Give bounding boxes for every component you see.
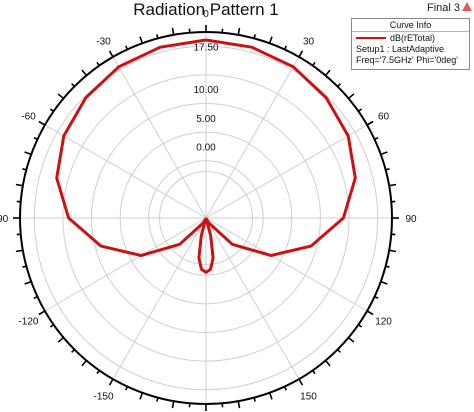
- angle-tick-mark: [374, 295, 379, 300]
- corner-label: Final 3: [426, 2, 460, 14]
- angle-tick-mark: [385, 168, 390, 171]
- angle-tick-mark: [71, 348, 76, 353]
- angle-tick-mark: [24, 151, 32, 156]
- angle-tick-mark: [15, 183, 23, 187]
- grid-spoke: [205, 56, 300, 219]
- angle-tick-mark: [156, 397, 159, 402]
- angle-tick-label: 60: [378, 112, 390, 123]
- angle-tick-mark: [385, 265, 390, 268]
- angle-tick-mark: [139, 392, 144, 400]
- angle-tick-label: -30: [96, 36, 111, 47]
- angle-tick-mark: [389, 249, 397, 253]
- angle-tick-mark: [96, 369, 100, 375]
- grid-spoke: [44, 217, 207, 312]
- angle-tick-mark: [237, 401, 241, 409]
- angle-tick-mark: [38, 120, 46, 126]
- legend-setup-line: Setup1 : LastAdaptive: [356, 44, 445, 54]
- angle-tick-mark: [324, 69, 331, 77]
- grid-spoke: [205, 217, 368, 312]
- angle-tick-mark: [22, 168, 27, 171]
- legend-entry-label: dB(rETotal): [390, 33, 436, 43]
- angle-tick-mark: [237, 27, 241, 35]
- angle-tick-label: 30: [303, 36, 315, 47]
- angle-tick-mark: [347, 93, 355, 100]
- legend-swatch: [356, 37, 386, 39]
- angle-tick-label: 120: [375, 317, 392, 328]
- angle-tick-mark: [33, 136, 38, 141]
- angle-tick-mark: [312, 369, 316, 375]
- radial-tick-label: 0.00: [196, 142, 216, 153]
- warning-triangle-icon[interactable]: [462, 2, 472, 11]
- angle-tick-label: 150: [300, 392, 317, 403]
- angle-tick-mark: [49, 108, 55, 112]
- angle-tick-label: -90: [0, 214, 9, 225]
- grid-spoke: [112, 217, 207, 380]
- grid-spoke: [205, 124, 368, 219]
- angle-tick-mark: [312, 61, 316, 67]
- angle-tick-mark: [380, 151, 388, 156]
- grid-spoke: [44, 124, 207, 219]
- angle-tick-mark: [268, 392, 273, 400]
- angle-tick-mark: [357, 108, 363, 112]
- angle-tick-label: -150: [93, 392, 113, 403]
- angle-tick-mark: [283, 45, 288, 50]
- radial-tick-label: 10.00: [193, 85, 218, 96]
- angle-tick-label: -60: [21, 112, 36, 123]
- legend-freq-line: Freq='7.5GHz' Phi='0deg': [356, 55, 458, 65]
- angle-tick-mark: [22, 265, 27, 268]
- angle-tick-mark: [380, 280, 388, 285]
- grid-spoke: [205, 217, 300, 380]
- angle-tick-label: 90: [405, 214, 417, 225]
- angle-tick-mark: [57, 336, 65, 343]
- legend-entry[interactable]: dB(rETotal): [352, 32, 469, 44]
- series-line-rETotal[interactable]: [55, 38, 357, 274]
- grid-spoke: [112, 56, 207, 219]
- angle-tick-mark: [366, 120, 374, 126]
- angle-tick-mark: [81, 359, 88, 367]
- angle-tick-mark: [389, 183, 397, 187]
- angle-tick-mark: [15, 249, 23, 253]
- angle-tick-mark: [171, 27, 175, 35]
- angle-tick-mark: [171, 401, 175, 409]
- angle-tick-mark: [156, 34, 159, 39]
- angle-tick-mark: [124, 45, 129, 50]
- angle-tick-mark: [374, 136, 379, 141]
- angle-tick-label: -120: [18, 317, 38, 328]
- angle-tick-mark: [33, 295, 38, 300]
- angle-tick-mark: [108, 50, 114, 58]
- angle-tick-mark: [357, 324, 363, 328]
- angle-tick-mark: [57, 93, 65, 100]
- angle-tick-mark: [347, 336, 355, 343]
- angle-tick-mark: [108, 378, 114, 386]
- angle-tick-mark: [24, 280, 32, 285]
- angle-tick-mark: [253, 397, 256, 402]
- angle-tick-mark: [96, 61, 100, 67]
- angle-tick-mark: [298, 50, 304, 58]
- angle-tick-mark: [283, 386, 288, 391]
- angle-tick-mark: [49, 324, 55, 328]
- legend-box[interactable]: Curve Info dB(rETotal) Setup1 : LastAdap…: [351, 18, 470, 70]
- angle-tick-mark: [71, 83, 76, 88]
- angle-tick-mark: [324, 359, 331, 367]
- radial-tick-label: 5.00: [196, 114, 216, 125]
- angle-tick-mark: [139, 36, 144, 44]
- radial-tick-label: 17.50: [193, 42, 218, 53]
- chart-title: Radiation Pattern 1: [133, 0, 279, 19]
- angle-tick-label: 0: [203, 9, 209, 20]
- angle-tick-mark: [268, 36, 273, 44]
- angle-tick-mark: [81, 69, 88, 77]
- angle-tick-mark: [366, 310, 374, 316]
- angle-tick-mark: [38, 310, 46, 316]
- angle-tick-mark: [298, 378, 304, 386]
- legend-header: Curve Info: [352, 19, 469, 32]
- angle-tick-mark: [124, 386, 129, 391]
- angle-tick-mark: [336, 348, 341, 353]
- angle-tick-mark: [336, 83, 341, 88]
- angle-tick-mark: [253, 34, 256, 39]
